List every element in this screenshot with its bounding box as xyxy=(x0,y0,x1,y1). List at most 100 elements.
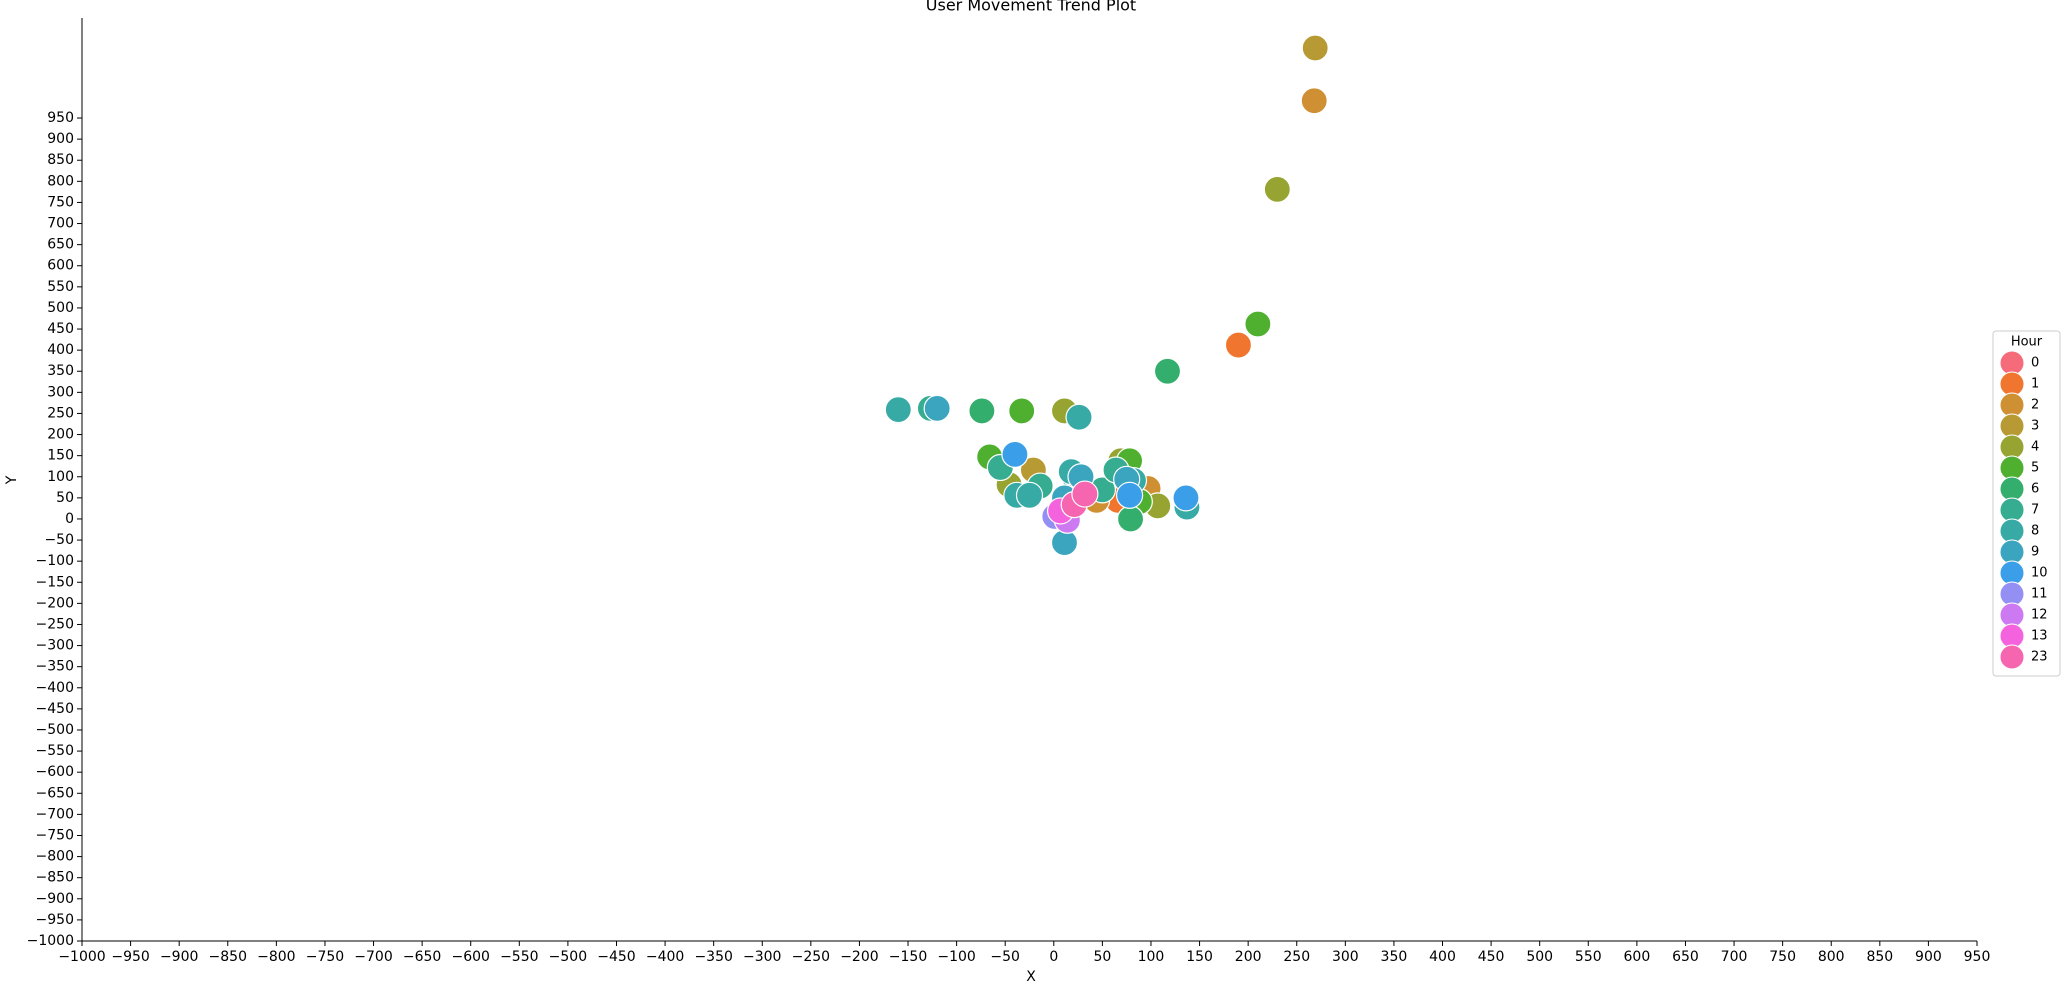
x-tick-label: 550 xyxy=(1575,949,1602,965)
chart-title: User Movement Trend Plot xyxy=(926,0,1136,15)
x-tick-label: 950 xyxy=(1964,949,1991,965)
y-tick-label: 350 xyxy=(47,363,74,379)
y-tick-label: −700 xyxy=(36,806,74,822)
y-tick-label: −150 xyxy=(36,574,74,590)
legend-label: 1 xyxy=(2031,377,2039,392)
x-tick-label: 400 xyxy=(1429,949,1456,965)
legend-marker xyxy=(1999,581,2025,607)
legend-marker xyxy=(1999,413,2025,439)
y-tick-label: −450 xyxy=(36,701,74,717)
y-tick-label: 300 xyxy=(47,384,74,400)
scatter-point xyxy=(1263,175,1291,203)
x-tick-label: 150 xyxy=(1186,949,1213,965)
legend-label: 23 xyxy=(2031,650,2048,665)
legend-label: 6 xyxy=(2031,482,2039,497)
y-tick-label: −1000 xyxy=(27,933,74,949)
legend-label: 2 xyxy=(2031,398,2039,413)
x-tick-label: −300 xyxy=(743,949,781,965)
x-tick-label: 0 xyxy=(1049,949,1058,965)
y-tick-label: 750 xyxy=(47,194,74,210)
x-axis-label: X xyxy=(1026,969,1036,985)
scatter-point xyxy=(1224,331,1253,359)
legend-label: 11 xyxy=(2031,587,2048,602)
legend-label: 12 xyxy=(2031,608,2048,623)
y-tick-label: −250 xyxy=(36,616,74,632)
legend-marker xyxy=(1999,539,2025,565)
y-tick-label: 700 xyxy=(47,216,74,232)
scatter-point xyxy=(1116,505,1145,533)
x-tick-label: −500 xyxy=(549,949,587,965)
y-tick-label: −950 xyxy=(36,912,74,928)
legend-label: 4 xyxy=(2031,440,2039,455)
x-tick-label: −900 xyxy=(160,949,198,965)
scatter-point xyxy=(1015,481,1044,509)
y-tick-label: 500 xyxy=(47,300,74,316)
scatter-point xyxy=(1115,481,1144,509)
scatter-point xyxy=(968,397,996,425)
x-tick-label: −950 xyxy=(111,949,149,965)
y-tick-label: −200 xyxy=(36,595,74,611)
legend-label: 5 xyxy=(2031,461,2039,476)
x-tick-label: 350 xyxy=(1381,949,1408,965)
x-tick-label: −250 xyxy=(792,949,830,965)
legend-marker xyxy=(1999,434,2025,460)
x-tick-label: 650 xyxy=(1672,949,1699,965)
legend-marker xyxy=(1999,602,2025,628)
scatter-point xyxy=(1008,397,1036,425)
scatter-point xyxy=(1244,310,1272,338)
y-tick-label: 0 xyxy=(65,511,74,527)
scatter-point xyxy=(1001,440,1029,468)
y-tick-label: 250 xyxy=(47,405,74,421)
x-tick-label: −800 xyxy=(257,949,295,965)
legend-marker xyxy=(1999,371,2025,397)
y-axis-label: Y xyxy=(4,475,20,485)
y-tick-label: 800 xyxy=(47,173,74,189)
y-tick-label: −650 xyxy=(36,785,74,801)
x-tick-label: 250 xyxy=(1283,949,1310,965)
x-tick-label: 850 xyxy=(1866,949,1893,965)
legend-label: 13 xyxy=(2031,629,2048,644)
y-tick-label: 150 xyxy=(47,448,74,464)
y-tick-label: −550 xyxy=(36,743,74,759)
scatter-point xyxy=(1153,357,1182,385)
scatter-point xyxy=(923,394,951,422)
y-tick-label: 850 xyxy=(47,152,74,168)
legend-marker xyxy=(1999,518,2025,544)
y-tick-label: −400 xyxy=(36,680,74,696)
x-tick-label: 750 xyxy=(1769,949,1796,965)
x-tick-label: −650 xyxy=(403,949,441,965)
x-tick-label: −1000 xyxy=(58,949,105,965)
y-tick-label: −850 xyxy=(36,870,74,886)
legend-label: 9 xyxy=(2031,545,2039,560)
x-tick-label: −150 xyxy=(889,949,927,965)
x-tick-label: 100 xyxy=(1138,949,1165,965)
x-tick-label: −700 xyxy=(354,949,392,965)
x-tick-label: 300 xyxy=(1332,949,1359,965)
y-tick-label: −600 xyxy=(36,764,74,780)
legend-marker xyxy=(1999,455,2025,481)
legend-marker xyxy=(1999,350,2025,376)
x-tick-label: 700 xyxy=(1721,949,1748,965)
x-tick-label: 900 xyxy=(1915,949,1942,965)
x-tick-label: −550 xyxy=(500,949,538,965)
legend-label: 8 xyxy=(2031,524,2039,539)
scatter-point xyxy=(884,396,912,424)
y-tick-label: −100 xyxy=(36,553,74,569)
y-tick-label: 550 xyxy=(47,279,74,295)
x-tick-label: −400 xyxy=(646,949,684,965)
y-tick-label: 450 xyxy=(47,321,74,337)
scatter-point xyxy=(1172,484,1200,512)
scatter-point xyxy=(1065,403,1093,431)
legend-marker xyxy=(1999,623,2025,649)
y-tick-label: −750 xyxy=(36,827,74,843)
y-tick-label: −50 xyxy=(44,532,74,548)
legend-marker xyxy=(1999,560,2025,586)
x-tick-label: −450 xyxy=(597,949,635,965)
legend-marker xyxy=(1999,497,2025,523)
y-tick-label: 200 xyxy=(47,427,74,443)
y-tick-label: −800 xyxy=(36,849,74,865)
x-tick-label: 600 xyxy=(1624,949,1651,965)
x-tick-label: −600 xyxy=(451,949,489,965)
